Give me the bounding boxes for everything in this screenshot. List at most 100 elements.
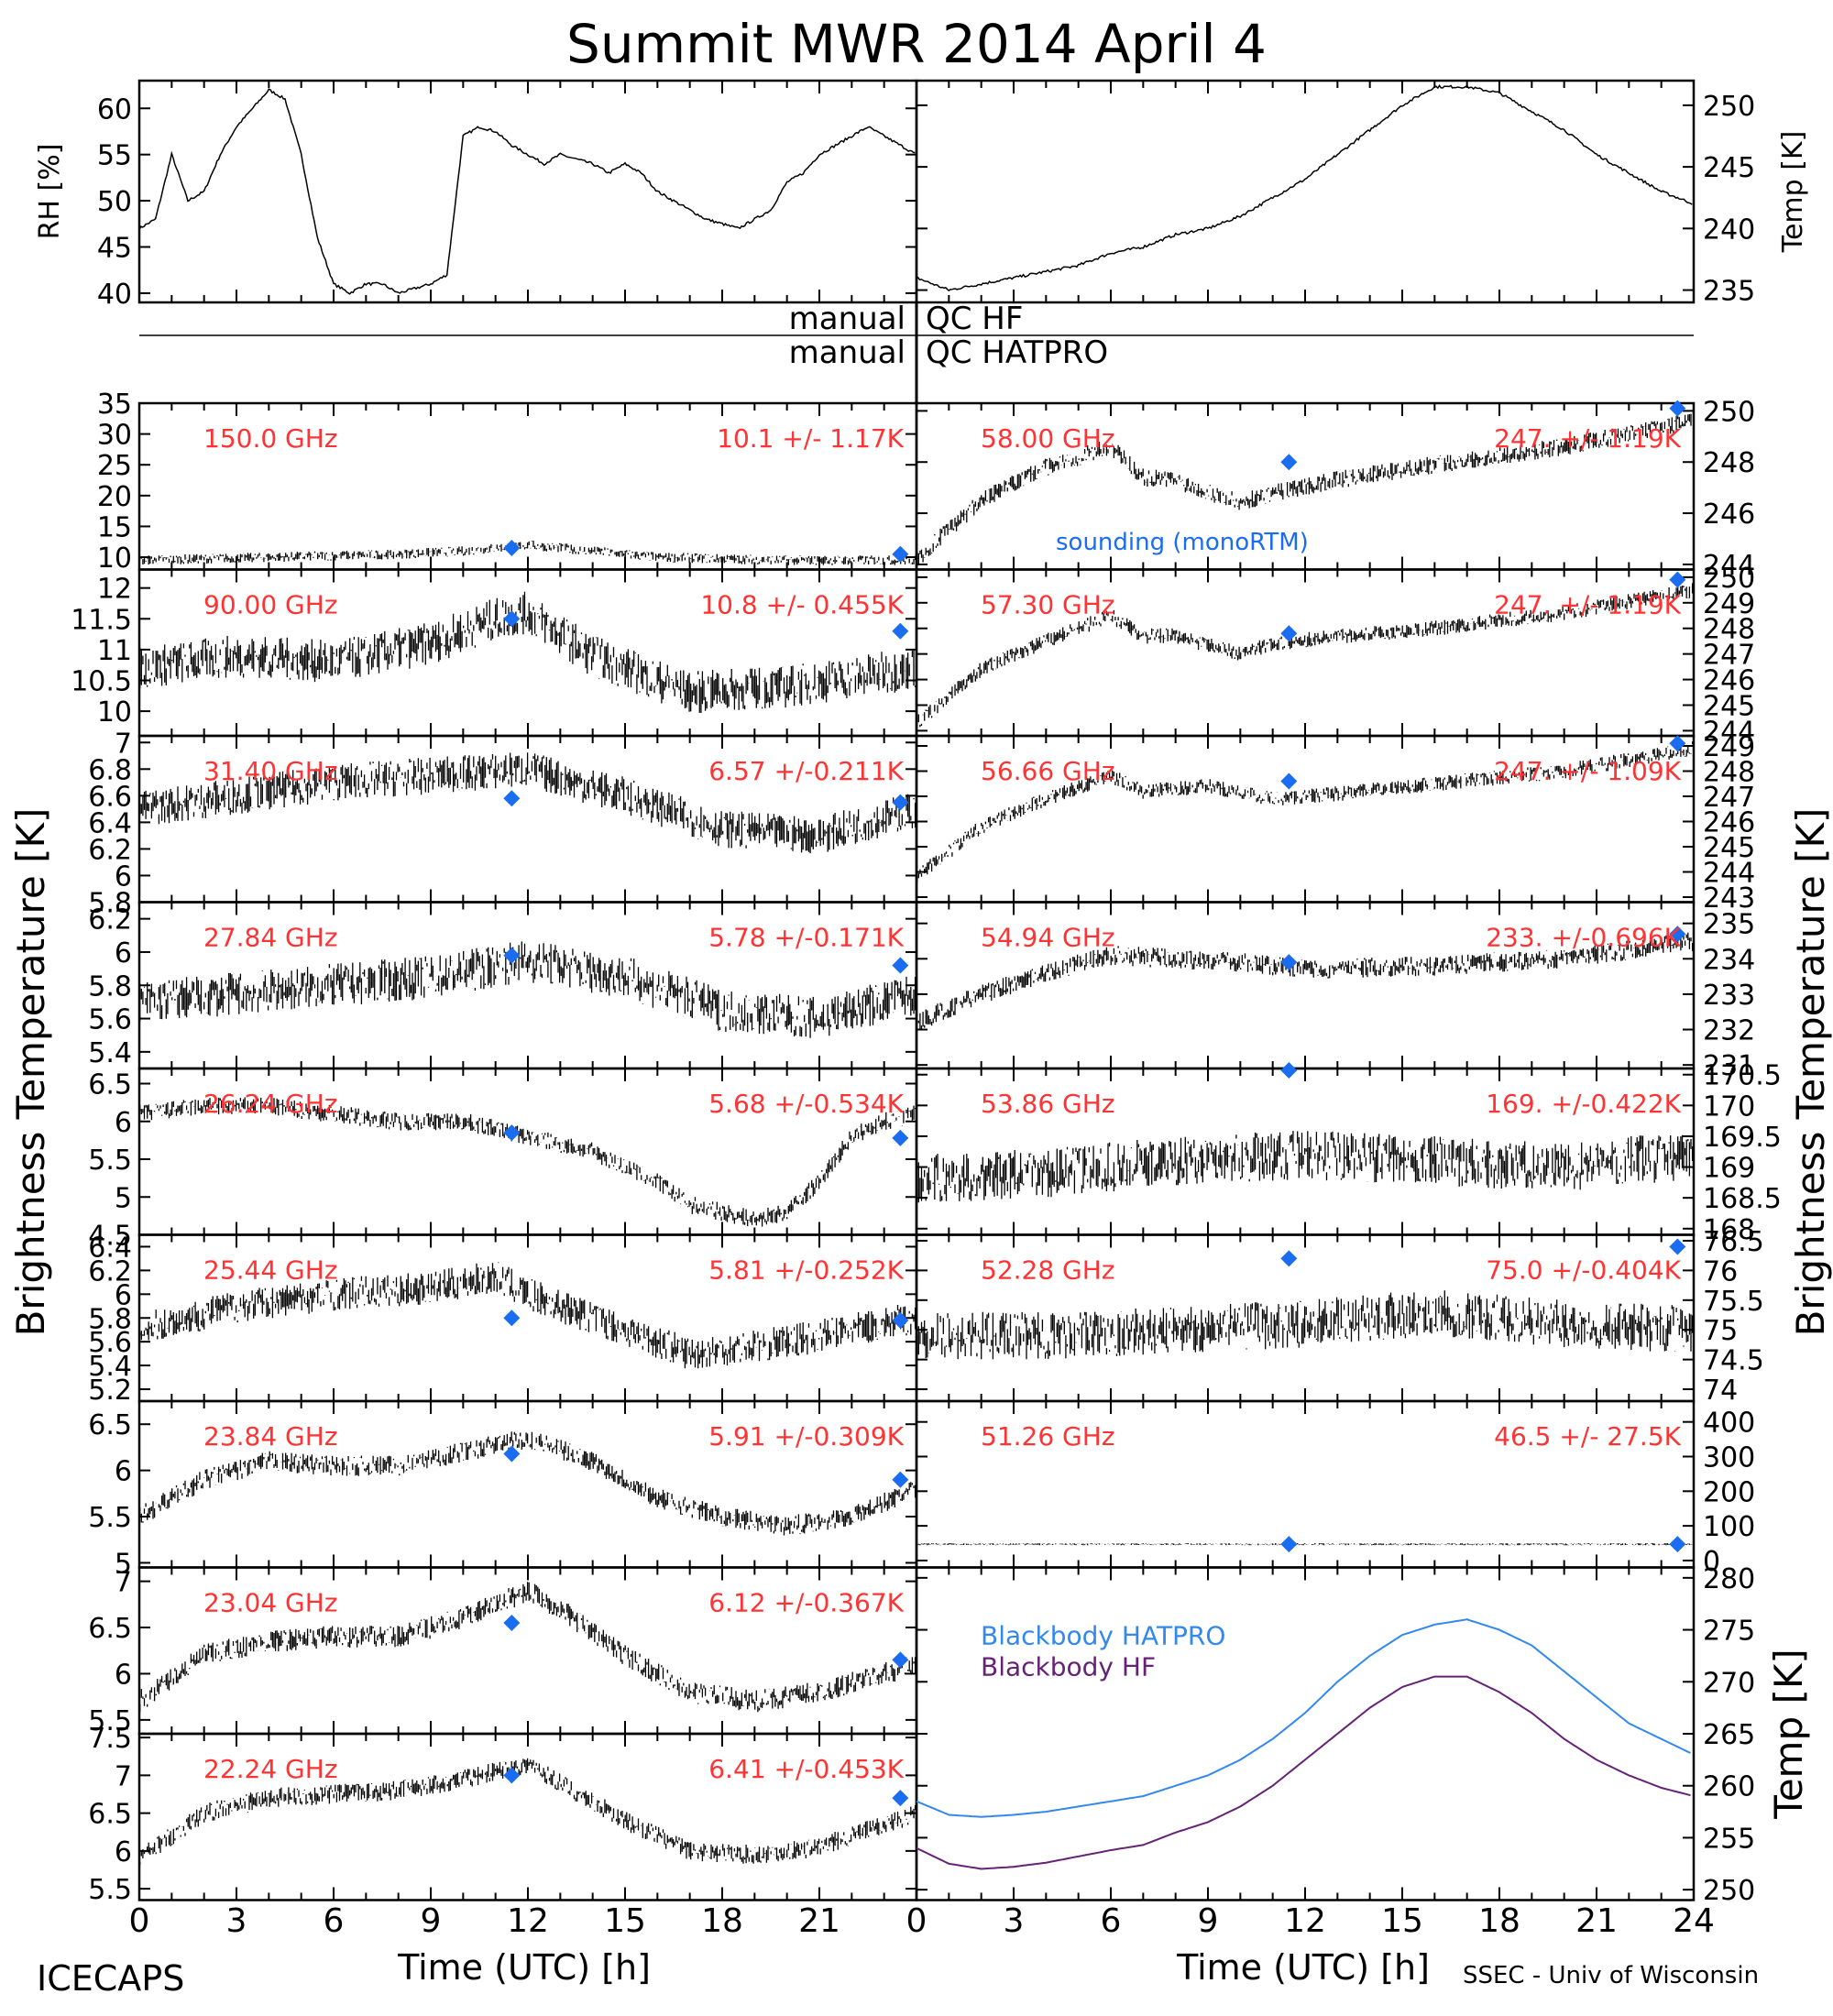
channel-stats: 169. +/-0.422K xyxy=(1486,1089,1681,1119)
y-tick-label: 244 xyxy=(1703,858,1755,890)
channel-trace xyxy=(916,1290,1694,1360)
y-tick-label: 74 xyxy=(1703,1375,1738,1407)
channel-stats: 247. +/- 1.09K xyxy=(1494,756,1681,786)
channel-label: 57.30 GHz xyxy=(981,590,1115,620)
y-tick-label: 255 xyxy=(1703,1823,1755,1855)
channel-trace xyxy=(916,1543,1694,1546)
sounding-marker xyxy=(503,1767,521,1784)
sounding-marker xyxy=(1669,735,1686,752)
y-tick-label: 5.8 xyxy=(88,970,132,1003)
rh-line xyxy=(138,88,916,295)
channel-label: 51.26 GHz xyxy=(981,1421,1115,1452)
qc-hatpro-left: manual xyxy=(789,334,906,371)
y-tick-label: 169.5 xyxy=(1703,1122,1782,1154)
channel-trace xyxy=(916,412,1694,567)
y-tick-label: 5.6 xyxy=(88,1004,132,1036)
x-tick-label: 18 xyxy=(1478,1902,1520,1940)
y-tick-label: 10 xyxy=(97,696,132,729)
y-tick-label: 200 xyxy=(1703,1476,1755,1508)
y-tick-label: 6.6 xyxy=(88,781,132,813)
y-tick-label: 10.5 xyxy=(71,666,132,698)
sounding-marker xyxy=(892,794,909,811)
channel-label: 90.00 GHz xyxy=(203,590,338,620)
channel-stats: 5.78 +/-0.171K xyxy=(708,923,904,953)
sounding-marker xyxy=(892,1471,909,1488)
y-tick-label: 300 xyxy=(1703,1442,1755,1474)
channel-stats: 247. +/- 1.19K xyxy=(1494,590,1681,620)
sounding-marker xyxy=(1669,571,1686,588)
channel-label: 150.0 GHz xyxy=(203,423,338,454)
y-tick-label: 5.5 xyxy=(88,1145,132,1177)
channel-trace xyxy=(139,941,916,1038)
y-tick-label: 7 xyxy=(115,1760,132,1792)
y-tick-label: 250 xyxy=(1703,396,1755,428)
y-tick-label: 5.5 xyxy=(88,1874,132,1906)
y-tick-label: 40 xyxy=(97,279,132,311)
y-tick-label: 248 xyxy=(1703,614,1755,646)
page-title: Summit MWR 2014 April 4 xyxy=(566,13,1267,75)
channel-trace xyxy=(139,1262,916,1369)
channel-label: 58.00 GHz xyxy=(981,423,1115,454)
sounding-marker xyxy=(503,947,521,964)
x-tick-label: 18 xyxy=(701,1902,743,1940)
sounding-marker xyxy=(503,539,521,556)
y-tick-label: 280 xyxy=(1703,1563,1755,1595)
channel-stats: 5.81 +/-0.252K xyxy=(708,1255,904,1286)
y-tick-label: 25 xyxy=(97,450,132,482)
sounding-marker xyxy=(1280,954,1298,971)
y-tick-label: 5.4 xyxy=(88,1351,132,1383)
sounding-marker xyxy=(1669,926,1686,943)
x-tick-label: 9 xyxy=(1198,1902,1219,1940)
qc-hatpro-right: QC HATPRO xyxy=(926,334,1108,371)
y-axis-label-right: Brightness Temperature [K] xyxy=(1788,808,1833,1337)
channel-label: 23.04 GHz xyxy=(203,1588,338,1618)
y-tick-label: 5 xyxy=(115,1182,132,1214)
y-tick-label: 5.2 xyxy=(88,1375,132,1407)
channel-stats: 5.68 +/-0.534K xyxy=(708,1089,904,1119)
rh-axis-label: RH [%] xyxy=(34,144,66,240)
y-tick-label: 55 xyxy=(97,140,132,172)
qc-hf-right: QC HF xyxy=(926,301,1023,337)
channel-trace xyxy=(139,541,916,565)
sounding-marker xyxy=(1280,1250,1298,1267)
channel-trace xyxy=(139,591,916,713)
sounding-marker xyxy=(503,1615,521,1631)
y-tick-label: 233 xyxy=(1703,980,1755,1012)
y-tick-label: 7 xyxy=(115,1567,132,1599)
sounding-marker xyxy=(1280,1062,1298,1079)
x-tick-label: 12 xyxy=(1284,1902,1326,1940)
y-tick-label: 235 xyxy=(1703,909,1755,941)
y-tick-label: 6 xyxy=(115,860,132,893)
sounding-marker xyxy=(892,1311,909,1329)
x-tick-label: 24 xyxy=(1673,1902,1715,1940)
y-tick-label: 247 xyxy=(1703,640,1755,672)
y-tick-label: 249 xyxy=(1703,588,1755,620)
y-tick-label: 6 xyxy=(115,937,132,970)
y-tick-label: 235 xyxy=(1703,276,1755,308)
sounding-marker xyxy=(1669,1238,1686,1255)
y-tick-label: 275 xyxy=(1703,1616,1755,1648)
legend-entry: Blackbody HATPRO xyxy=(981,1621,1225,1651)
y-tick-label: 250 xyxy=(1703,1875,1755,1907)
y-tick-label: 30 xyxy=(97,420,132,452)
sounding-marker xyxy=(892,545,909,563)
y-tick-label: 168 xyxy=(1703,1214,1755,1246)
y-tick-label: 231 xyxy=(1703,1050,1755,1082)
y-tick-label: 248 xyxy=(1703,447,1755,479)
channel-label: 25.44 GHz xyxy=(203,1255,338,1286)
channel-stats: 5.91 +/-0.309K xyxy=(708,1421,904,1452)
x-axis-label-left: Time (UTC) [h] xyxy=(397,1947,651,1988)
y-tick-label: 247 xyxy=(1703,782,1755,814)
x-tick-label: 21 xyxy=(798,1902,840,1940)
channel-label: 23.84 GHz xyxy=(203,1421,338,1452)
y-tick-label: 6.5 xyxy=(88,1799,132,1831)
y-tick-label: 270 xyxy=(1703,1667,1755,1699)
y-tick-label: 250 xyxy=(1703,563,1755,595)
temp-axis-label: Temp [K] xyxy=(1777,131,1809,254)
y-tick-label: 168.5 xyxy=(1703,1183,1782,1215)
x-tick-label: 3 xyxy=(1004,1902,1025,1940)
y-tick-label: 6.2 xyxy=(88,904,132,937)
y-tick-label: 4.5 xyxy=(88,1221,132,1253)
channel-stats: 6.41 +/-0.453K xyxy=(708,1754,904,1784)
